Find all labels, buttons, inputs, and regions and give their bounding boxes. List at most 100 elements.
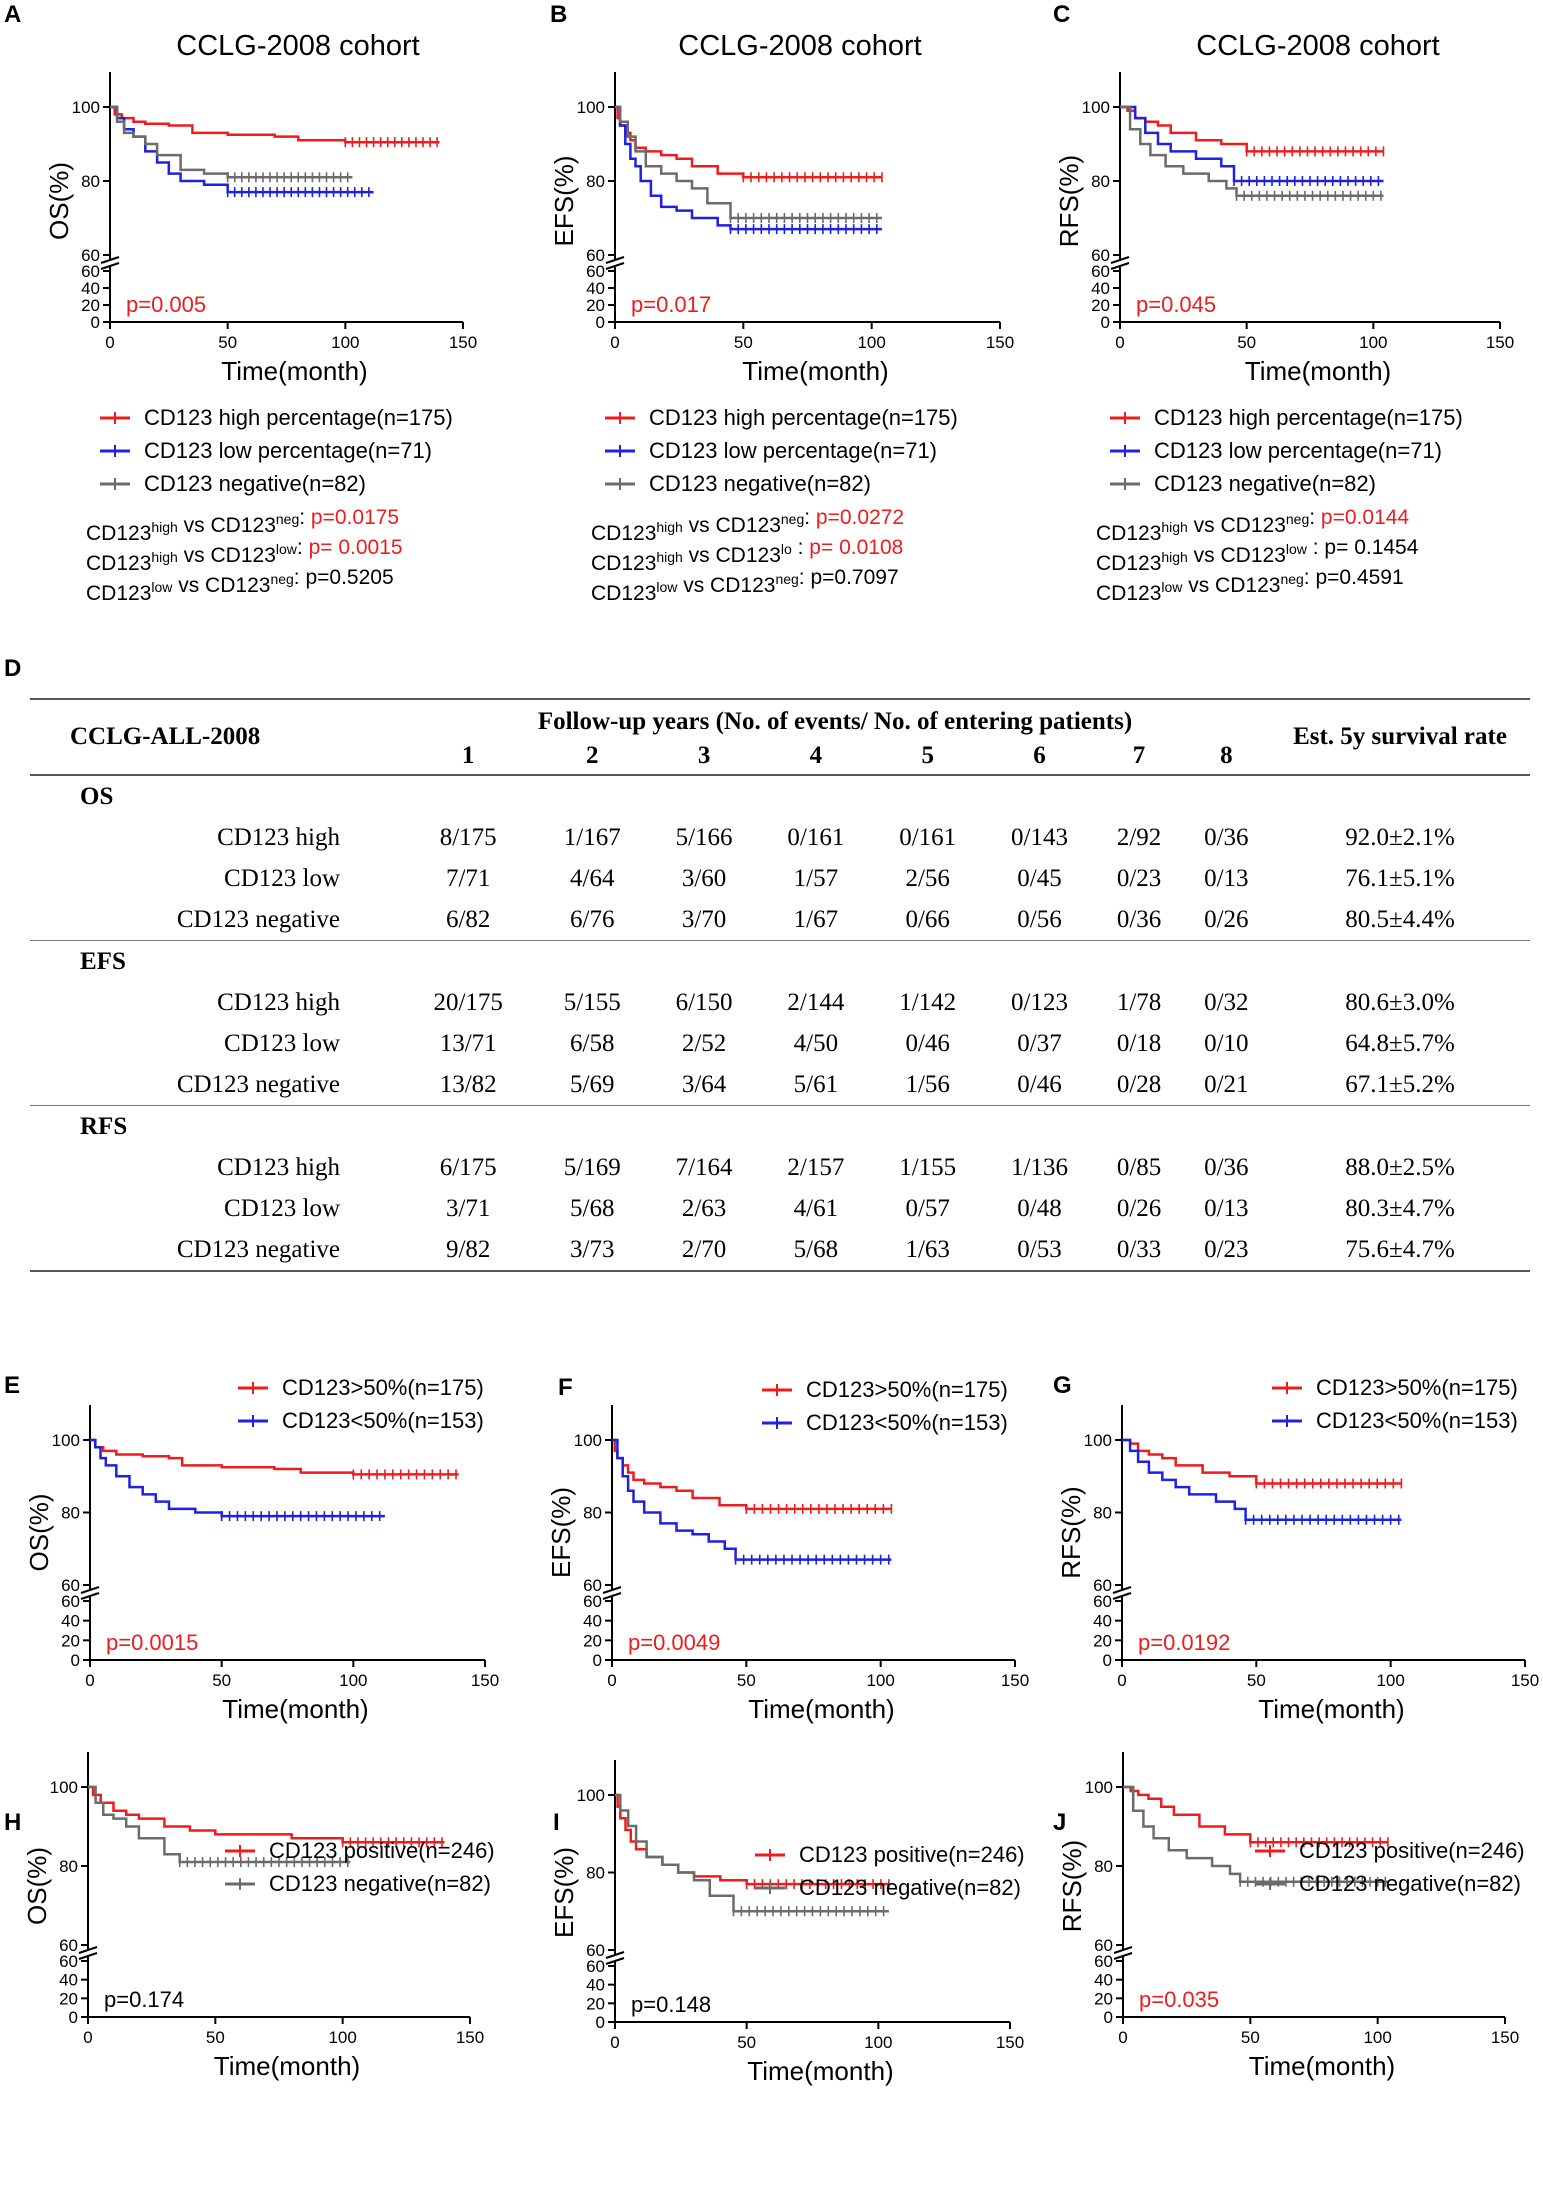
- comparison-sup: high: [656, 519, 682, 535]
- comparison-sup: high: [151, 549, 177, 565]
- comparison-text: CD123low vs CD123neg: p=0.5205: [86, 566, 394, 605]
- legend-label: CD123<50%(n=153): [806, 1410, 1008, 1435]
- comparison-sup: neg: [1286, 511, 1309, 527]
- km-curve-low: [110, 105, 374, 194]
- x-tick-label: 100: [1359, 333, 1387, 352]
- comparison-part: vs CD123: [683, 544, 781, 567]
- comparison-part: vs CD123: [683, 514, 781, 537]
- x-tick-label: 100: [866, 1671, 894, 1690]
- table-cell: 0/26: [1116, 1194, 1162, 1222]
- table-cell: 2/63: [681, 1194, 727, 1222]
- y-tick-label: 0: [69, 2008, 78, 2027]
- y-tick-label: 60: [1091, 246, 1110, 265]
- table-cell: 0/57: [905, 1194, 950, 1222]
- x-tick-label: 0: [105, 333, 114, 352]
- axis-break-mark: [100, 262, 120, 270]
- comparison-part: CD123: [591, 552, 656, 575]
- comparison-part: CD123: [591, 522, 656, 545]
- axis-break-mark: [602, 1592, 622, 1600]
- x-tick-label: 50: [218, 333, 237, 352]
- p-value: p=0.0015: [106, 1630, 198, 1655]
- y-axis-label: EFS(%): [549, 156, 579, 247]
- group-label: EFS: [30, 940, 1530, 982]
- row-label: CD123 high: [217, 988, 340, 1016]
- axis-break-mark: [1113, 1946, 1133, 1954]
- comparison-sup: neg: [775, 571, 798, 587]
- table-cell: 3/71: [445, 1194, 491, 1222]
- x-tick-label: 50: [737, 1671, 756, 1690]
- panel-title: CCLG-2008 cohort: [176, 30, 419, 62]
- y-tick-label: 60: [61, 1576, 80, 1595]
- comparison-sup: low: [1286, 541, 1308, 557]
- comparison-text: CD123high vs CD123low : p= 0.1454: [1096, 536, 1419, 575]
- y-tick-label: 80: [81, 172, 100, 191]
- year-header: 4: [809, 742, 823, 769]
- km-curve-pos: [1123, 1785, 1388, 1844]
- y-tick-label: 0: [1101, 313, 1110, 332]
- legend-label: CD123 negative(n=82): [269, 1871, 491, 1896]
- survival-rate-cell: 75.6±4.7%: [1270, 1229, 1530, 1272]
- table-cell: 0/161: [787, 823, 845, 851]
- km-curve-neg: [1123, 1785, 1388, 1884]
- x-tick-label: 0: [85, 1671, 94, 1690]
- year-header: 1: [461, 742, 475, 769]
- comparison-text: CD123low vs CD123neg: p=0.4591: [1096, 566, 1404, 605]
- table-cell: 1/167: [563, 823, 621, 851]
- y-tick-label: 0: [593, 1651, 602, 1670]
- table-cell: 0/56: [1017, 905, 1062, 933]
- y-axis-label: OS(%): [44, 162, 74, 240]
- km-curve-high: [110, 105, 440, 144]
- table-cell: 6/76: [570, 905, 615, 933]
- km-curve-low: [615, 105, 882, 231]
- table-cell: 7/164: [675, 1153, 733, 1181]
- x-tick-label: 100: [1376, 1671, 1404, 1690]
- y-tick-label: 60: [583, 1576, 602, 1595]
- x-tick-label: 100: [331, 333, 359, 352]
- y-tick-label: 0: [1103, 1651, 1112, 1670]
- table-cell: 0/10: [1204, 1029, 1249, 1057]
- row-label: CD123 low: [224, 1194, 340, 1222]
- x-tick-label: 50: [737, 2033, 756, 2052]
- legend-label: CD123 low percentage(n=71): [649, 438, 937, 463]
- x-tick-label: 100: [857, 333, 885, 352]
- x-tick-label: 100: [1363, 2028, 1391, 2047]
- x-tick-label: 100: [328, 2028, 356, 2047]
- p-value: p=0.045: [1136, 292, 1216, 317]
- table-cell: 0/53: [983, 1229, 1096, 1272]
- group-row: EFS: [30, 940, 1530, 982]
- y-tick-label: 40: [586, 1976, 605, 1995]
- panel-label: J: [1053, 1809, 1066, 1836]
- axis-break-mark: [80, 1586, 100, 1594]
- y-axis-label: OS(%): [22, 1847, 52, 1925]
- x-tick-label: 0: [610, 333, 619, 352]
- axis-break-mark: [1113, 1952, 1133, 1960]
- row-label: CD123 high: [217, 823, 340, 851]
- x-tick-label: 150: [1001, 1671, 1029, 1690]
- comparison-p: p= 0.0015: [303, 536, 403, 559]
- table-d: CCLG-ALL-2008 Follow-up years (No. of ev…: [30, 698, 1530, 1272]
- row-label: CD123 low: [224, 864, 340, 892]
- table-row: CD123 high 6/175 5/169 7/164 2/157 1/155 1/136…: [30, 1147, 1530, 1188]
- axis-break-mark: [605, 1951, 625, 1959]
- km-curve-neg: [615, 105, 882, 220]
- y-tick-label: 60: [1093, 1592, 1112, 1611]
- y-tick-label: 100: [50, 1778, 78, 1797]
- comparison-sup: low: [1161, 579, 1183, 595]
- km-curve-neg: [88, 1785, 351, 1864]
- y-tick-label: 60: [59, 1952, 78, 1971]
- p-value: p=0.148: [631, 1992, 711, 2017]
- table-cell: 2/157: [787, 1153, 845, 1181]
- table-cell: 1/57: [793, 864, 839, 892]
- group-label: OS: [30, 774, 1530, 817]
- x-tick-label: 150: [1491, 2028, 1519, 2047]
- axis-break-mark: [78, 1952, 98, 1960]
- km-curve-low: [1120, 105, 1384, 183]
- y-tick-label: 100: [72, 98, 100, 117]
- table-cell: 0/48: [1017, 1194, 1062, 1222]
- y-tick-label: 80: [1093, 1504, 1112, 1523]
- p-value: p=0.0192: [1138, 1630, 1230, 1655]
- y-tick-label: 80: [1091, 172, 1110, 191]
